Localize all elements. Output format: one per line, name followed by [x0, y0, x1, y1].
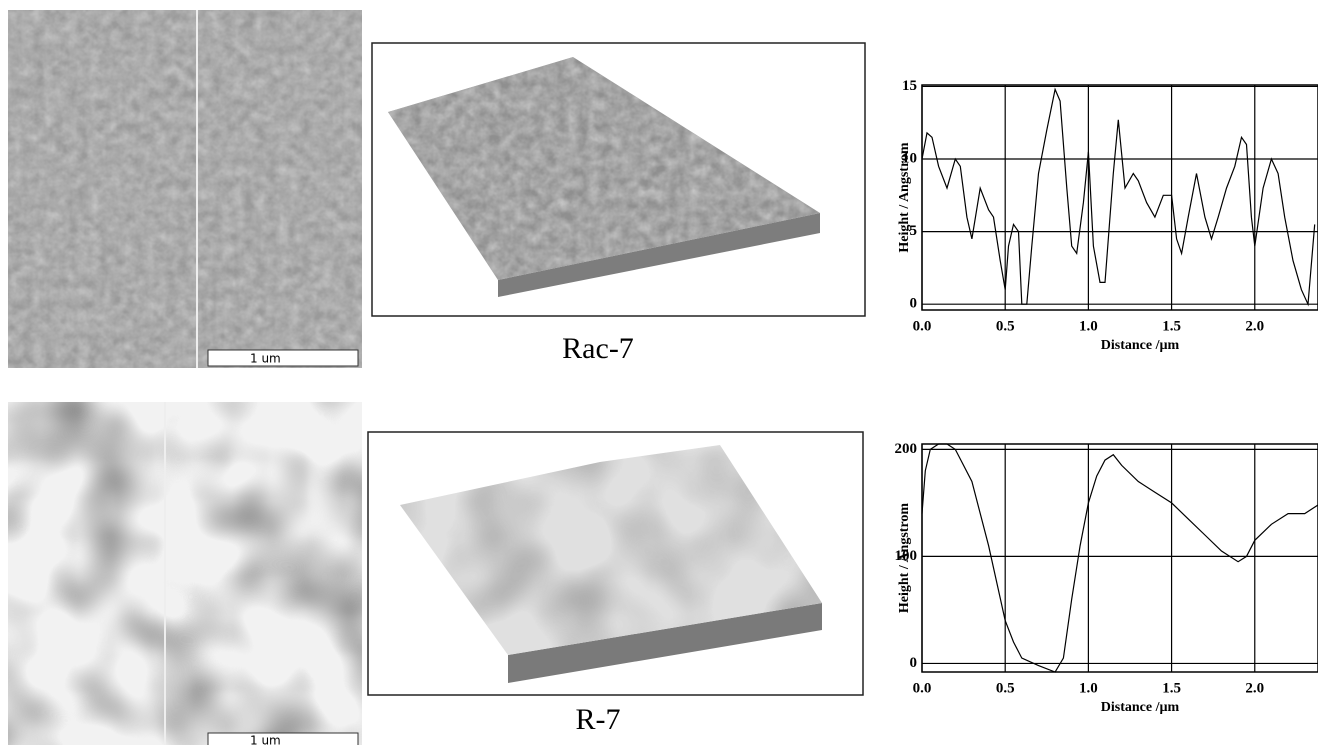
x-tick-label: 1.0 [1079, 680, 1098, 696]
y-tick-label: 15 [902, 78, 917, 94]
x-tick-label: 0.5 [996, 318, 1015, 334]
figure: 1 um 1 um Rac-7 R-7 0.00.51.01.52.005101… [0, 0, 1318, 745]
y-tick-label: 0 [910, 296, 918, 312]
panel-label: Rac-7 [562, 332, 634, 365]
x-tick-label: 0.0 [913, 680, 932, 696]
x-tick-label: 1.5 [1162, 318, 1181, 334]
x-tick-label: 2.0 [1245, 318, 1264, 334]
y-tick-label: 200 [895, 441, 918, 457]
scale-bar-label: 1 um [250, 352, 281, 366]
panel-label: R-7 [576, 703, 621, 736]
x-tick-label: 1.5 [1162, 680, 1181, 696]
3d-view [368, 432, 863, 695]
x-axis-title: Distance /µm [1101, 338, 1180, 353]
x-tick-label: 0.0 [913, 318, 932, 334]
afm-image: 1 um [8, 402, 362, 745]
y-tick-label: 0 [910, 655, 918, 671]
x-axis-title: Distance /µm [1101, 700, 1180, 715]
3d-view [372, 43, 865, 316]
profile-line [922, 444, 1318, 672]
figure-canvas: 1 um 1 um Rac-7 R-7 0.00.51.01.52.005101… [0, 0, 1318, 745]
x-tick-label: 2.0 [1245, 680, 1264, 696]
x-tick-label: 0.5 [996, 680, 1015, 696]
afm-image: 1 um [8, 10, 362, 368]
scale-bar-label: 1 um [250, 734, 281, 745]
plot-frame [922, 85, 1318, 310]
y-axis-title: Height / Angstrom [897, 503, 912, 614]
profile-line [922, 89, 1315, 304]
x-tick-label: 1.0 [1079, 318, 1098, 334]
plot-frame [922, 444, 1318, 672]
y-axis-title: Height / Angstrom [897, 142, 912, 253]
